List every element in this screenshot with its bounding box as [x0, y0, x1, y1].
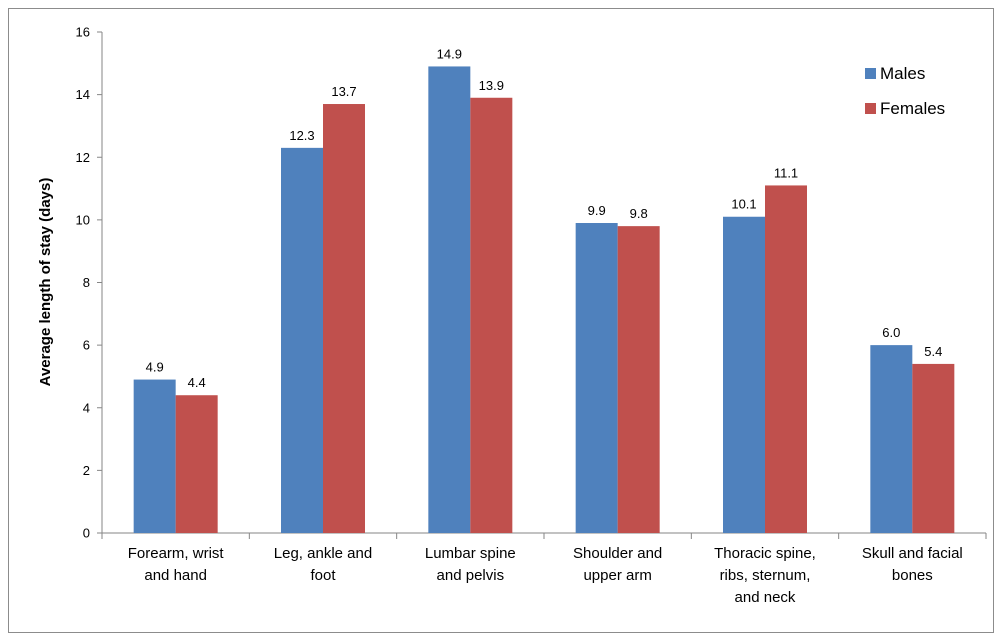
x-category-label: Forearm, wrist and hand	[128, 545, 225, 584]
bar-females-5	[912, 363, 955, 533]
x-category-label-line: Leg, ankle and	[274, 545, 372, 562]
y-tick-label: 16	[76, 25, 90, 40]
data-label: 4.9	[146, 360, 164, 375]
x-category-label-line: Thoracic spine,	[714, 545, 816, 562]
legend-label: Females	[880, 99, 945, 118]
bar-males-5	[870, 345, 913, 533]
x-category-label-line: foot	[310, 567, 336, 584]
x-category-label-line: upper arm	[583, 567, 651, 584]
y-tick-label: 10	[76, 212, 90, 227]
data-label: 9.9	[588, 203, 606, 218]
y-tick-label: 12	[76, 150, 90, 165]
x-category-label-line: Skull and facial	[862, 545, 963, 562]
x-category-label: Lumbar spine and pelvis	[425, 545, 516, 584]
data-label: 13.9	[479, 78, 504, 93]
x-axis: Forearm, wrist and hand Leg, ankle and foot…	[101, 532, 987, 606]
data-label: 5.4	[924, 344, 942, 359]
data-labels: 4.9 12.3 14.9 9.9 10.1 6.0 4.4 13.7 13.9 9.8 11.1 5…	[146, 46, 943, 390]
bar-males-1	[281, 147, 323, 533]
y-axis: 0 2 4 6 8 10 12 14 16	[76, 25, 103, 541]
bar-males-0	[133, 379, 176, 533]
y-axis-title: Average length of stay (days)	[37, 178, 54, 387]
x-category-label-line: Forearm, wrist	[128, 545, 225, 562]
bar-males-3	[575, 223, 618, 533]
legend-swatch-females	[865, 103, 876, 114]
y-tick-label: 8	[83, 275, 90, 290]
y-tick-label: 4	[83, 400, 90, 415]
bar-males-2	[428, 66, 471, 533]
legend-label: Males	[880, 64, 925, 83]
x-category-label: Leg, ankle and foot	[274, 545, 372, 584]
x-category-label: Skull and facial bones	[862, 545, 963, 584]
x-category-label-line: Shoulder and	[573, 545, 662, 562]
bars	[133, 66, 955, 534]
bar-females-1	[323, 104, 365, 534]
bar-females-0	[175, 395, 218, 533]
x-category-label-line: ribs, sternum,	[720, 567, 811, 584]
bar-females-2	[470, 97, 513, 533]
x-category-label: Thoracic spine, ribs, sternum, and neck	[714, 545, 816, 606]
legend: Males Females	[865, 64, 945, 118]
bar-males-4	[723, 216, 765, 533]
data-label: 9.8	[630, 206, 648, 221]
y-tick-label: 6	[83, 338, 90, 353]
x-category-label-line: Lumbar spine	[425, 545, 516, 562]
legend-swatch-males	[865, 68, 876, 79]
data-label: 4.4	[188, 375, 206, 390]
data-label: 12.3	[289, 128, 314, 143]
x-category-label-line: and hand	[144, 567, 207, 584]
y-tick-label: 2	[83, 463, 90, 478]
y-tick-label: 0	[83, 526, 90, 541]
x-category-label-line: and neck	[735, 589, 796, 606]
x-category-label: Shoulder and upper arm	[573, 545, 662, 584]
data-label: 10.1	[731, 197, 756, 212]
bar-females-4	[765, 185, 807, 533]
data-label: 14.9	[437, 46, 462, 61]
data-label: 11.1	[774, 165, 798, 180]
data-label: 13.7	[331, 84, 356, 99]
x-category-label-line: bones	[892, 567, 933, 584]
y-tick-label: 14	[76, 87, 90, 102]
bar-females-3	[617, 226, 660, 533]
data-label: 6.0	[882, 325, 900, 340]
x-category-label-line: and pelvis	[437, 567, 505, 584]
